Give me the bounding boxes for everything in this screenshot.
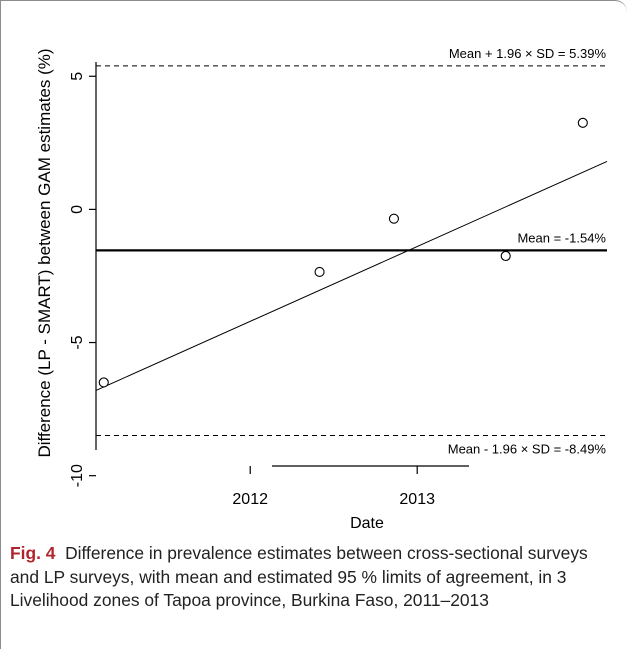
data-point [500,250,511,262]
data-point [577,117,588,128]
mean-label: Mean = -1.54% [517,230,606,245]
y-axis-label: Difference (LP - SMART) between GAM esti… [35,48,54,457]
x-ticks: 2012 2013 [232,466,435,508]
upper-limit-label: Mean + 1.96 × SD = 5.39% [449,46,607,61]
lower-limit-label: Mean - 1.96 × SD = -8.49% [448,441,607,456]
figure-caption-text: Difference in prevalence estimates betwe… [10,543,588,610]
data-points [98,117,588,388]
y-tick-label: -5 [69,335,86,349]
data-point [314,266,325,278]
x-axis-label: Date [350,515,384,532]
regression-line [95,161,608,391]
y-tick-label: 5 [69,72,86,81]
chart: -10 -5 0 5 2012 2013 Difference (LP - SMART)… [35,46,608,532]
figure-label: Fig. 4 [10,543,56,563]
data-point [388,213,399,224]
y-tick-label: 0 [69,205,86,214]
figure-caption: Fig. 4 Difference in prevalence estimate… [10,542,620,613]
data-point [98,377,109,388]
y-ticks: -10 -5 0 5 [69,72,96,487]
x-tick-label: 2012 [232,491,268,508]
y-tick-label: -10 [69,464,86,487]
x-tick-label: 2013 [399,491,435,508]
